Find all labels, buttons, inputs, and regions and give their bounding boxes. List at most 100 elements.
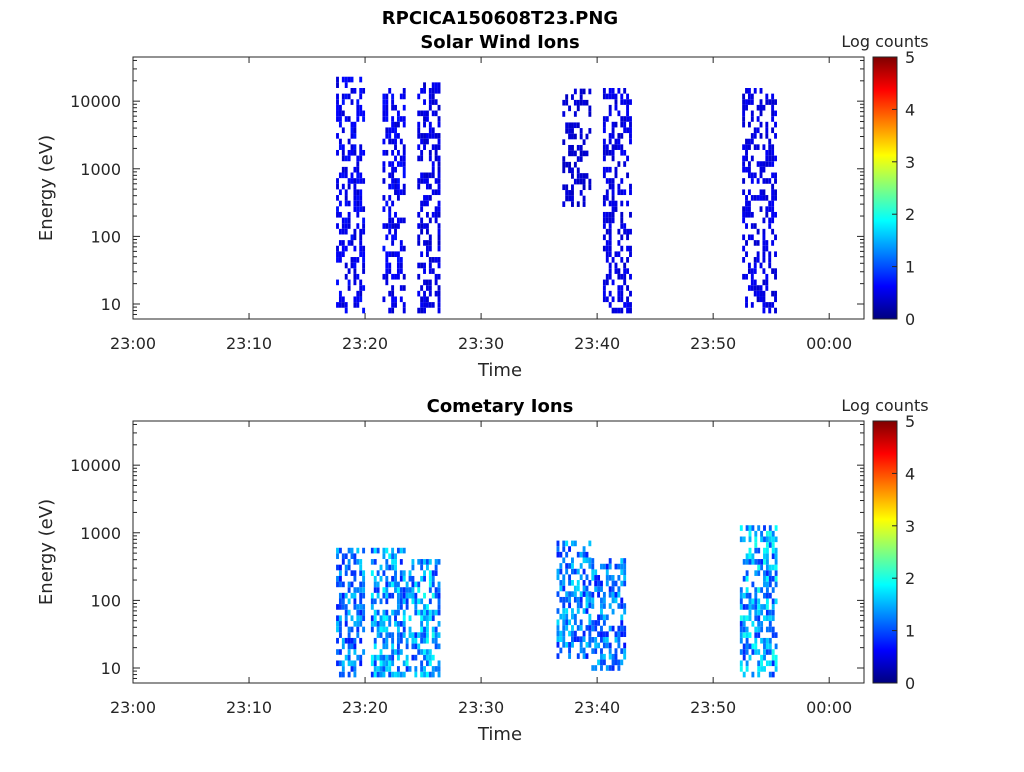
heatmap-cell (768, 257, 772, 263)
heatmap-cell (620, 290, 624, 297)
heatmap-cell (420, 217, 424, 224)
heatmap-cell (347, 217, 351, 224)
heatmap-cell (739, 621, 743, 627)
heatmap-cell (350, 133, 354, 139)
heatmap-cell (753, 195, 757, 201)
colorbar-tick-label: 5 (905, 48, 915, 67)
heatmap-cell (396, 133, 400, 139)
heatmap-cell (597, 591, 601, 598)
heatmap-cell (428, 615, 432, 622)
heatmap-cell (402, 172, 406, 179)
heatmap-cell (341, 217, 345, 224)
x-tick-label: 00:00 (806, 334, 852, 353)
heatmap-cell (571, 625, 574, 631)
heatmap-cell (608, 251, 612, 258)
heatmap-cell (588, 563, 592, 569)
heatmap-cell (420, 223, 424, 229)
heatmap-cell (347, 223, 351, 229)
heatmap-cell (748, 525, 752, 531)
heatmap-cell (402, 93, 406, 100)
heatmap-cell (608, 240, 612, 246)
heatmap-cell (388, 660, 392, 667)
heatmap-cell (751, 604, 755, 610)
heatmap-cell (582, 636, 586, 642)
heatmap-cell (376, 626, 380, 633)
heatmap-cell (382, 666, 386, 672)
heatmap-cell (338, 570, 342, 576)
heatmap-cell (336, 183, 339, 190)
heatmap-cell (739, 632, 743, 638)
heatmap-cell (382, 626, 386, 633)
heatmap-cell (579, 144, 583, 151)
heatmap-cell (431, 632, 435, 638)
heatmap-cell (353, 296, 357, 303)
heatmap-cell (370, 654, 374, 661)
heatmap-cell (602, 279, 606, 286)
heatmap-cell (742, 116, 746, 122)
heatmap-cell (336, 76, 339, 83)
heatmap-cell (747, 189, 751, 196)
heatmap-cell (379, 671, 383, 678)
heatmap-cell (428, 149, 432, 156)
heatmap-cell (768, 307, 772, 314)
heatmap-cell (391, 609, 395, 616)
heatmap-cell (336, 104, 339, 111)
heatmap-cell (347, 637, 351, 644)
heatmap-cell (623, 189, 627, 196)
heatmap-cell (605, 195, 609, 201)
heatmap-cell (431, 127, 435, 134)
heatmap-cell (747, 121, 751, 128)
heatmap-cell (350, 257, 354, 263)
heatmap-cell (359, 88, 363, 94)
heatmap-cell (411, 654, 415, 661)
heatmap-cell (605, 211, 609, 218)
heatmap-cell (385, 116, 389, 122)
heatmap-cell (771, 587, 775, 593)
heatmap-cell (359, 93, 363, 100)
heatmap-cell (750, 285, 754, 291)
heatmap-cell (582, 173, 586, 179)
heatmap-cell (576, 608, 580, 614)
heatmap-cell (353, 575, 357, 582)
heatmap-cell (753, 268, 757, 274)
heatmap-cell (745, 643, 749, 650)
heatmap-cell (388, 223, 392, 229)
heatmap-cell (425, 279, 429, 286)
heatmap-cell (617, 268, 621, 274)
heatmap-cell (745, 296, 748, 303)
heatmap-cell (356, 200, 360, 207)
heatmap-cell (353, 228, 357, 235)
heatmap-cell (620, 217, 624, 224)
heatmap-cell (614, 144, 618, 150)
heatmap-cell (748, 654, 752, 661)
heatmap-cell (437, 559, 441, 565)
heatmap-cell (759, 206, 763, 212)
heatmap-cell (768, 575, 772, 582)
heatmap-cell (617, 642, 621, 649)
heatmap-cell (582, 585, 586, 592)
x-tick-label: 23:30 (458, 334, 504, 353)
heatmap-cell (420, 285, 424, 291)
heatmap-cell (356, 172, 360, 179)
heatmap-cell (394, 121, 397, 128)
heatmap-cell (568, 122, 572, 129)
heatmap-cell (594, 575, 598, 581)
colorbar-tick-label: 5 (905, 412, 915, 431)
heatmap-cell (747, 234, 751, 241)
heatmap-cell (750, 273, 754, 280)
heatmap-cell (338, 296, 342, 303)
heatmap-cell (765, 598, 769, 605)
heatmap-cell (391, 127, 395, 134)
x-tick-label: 23:20 (342, 698, 388, 717)
heatmap-cell (428, 172, 432, 179)
heatmap-cell (396, 110, 400, 117)
heatmap-cell (420, 228, 424, 235)
heatmap-cell (760, 536, 764, 543)
heatmap-cell (739, 536, 743, 543)
heatmap-cell (556, 608, 560, 614)
heatmap-cell (756, 240, 760, 246)
heatmap-cell (774, 195, 777, 201)
heatmap-cell (571, 201, 574, 207)
heatmap-cell (579, 602, 583, 609)
heatmap-cell (425, 183, 429, 190)
